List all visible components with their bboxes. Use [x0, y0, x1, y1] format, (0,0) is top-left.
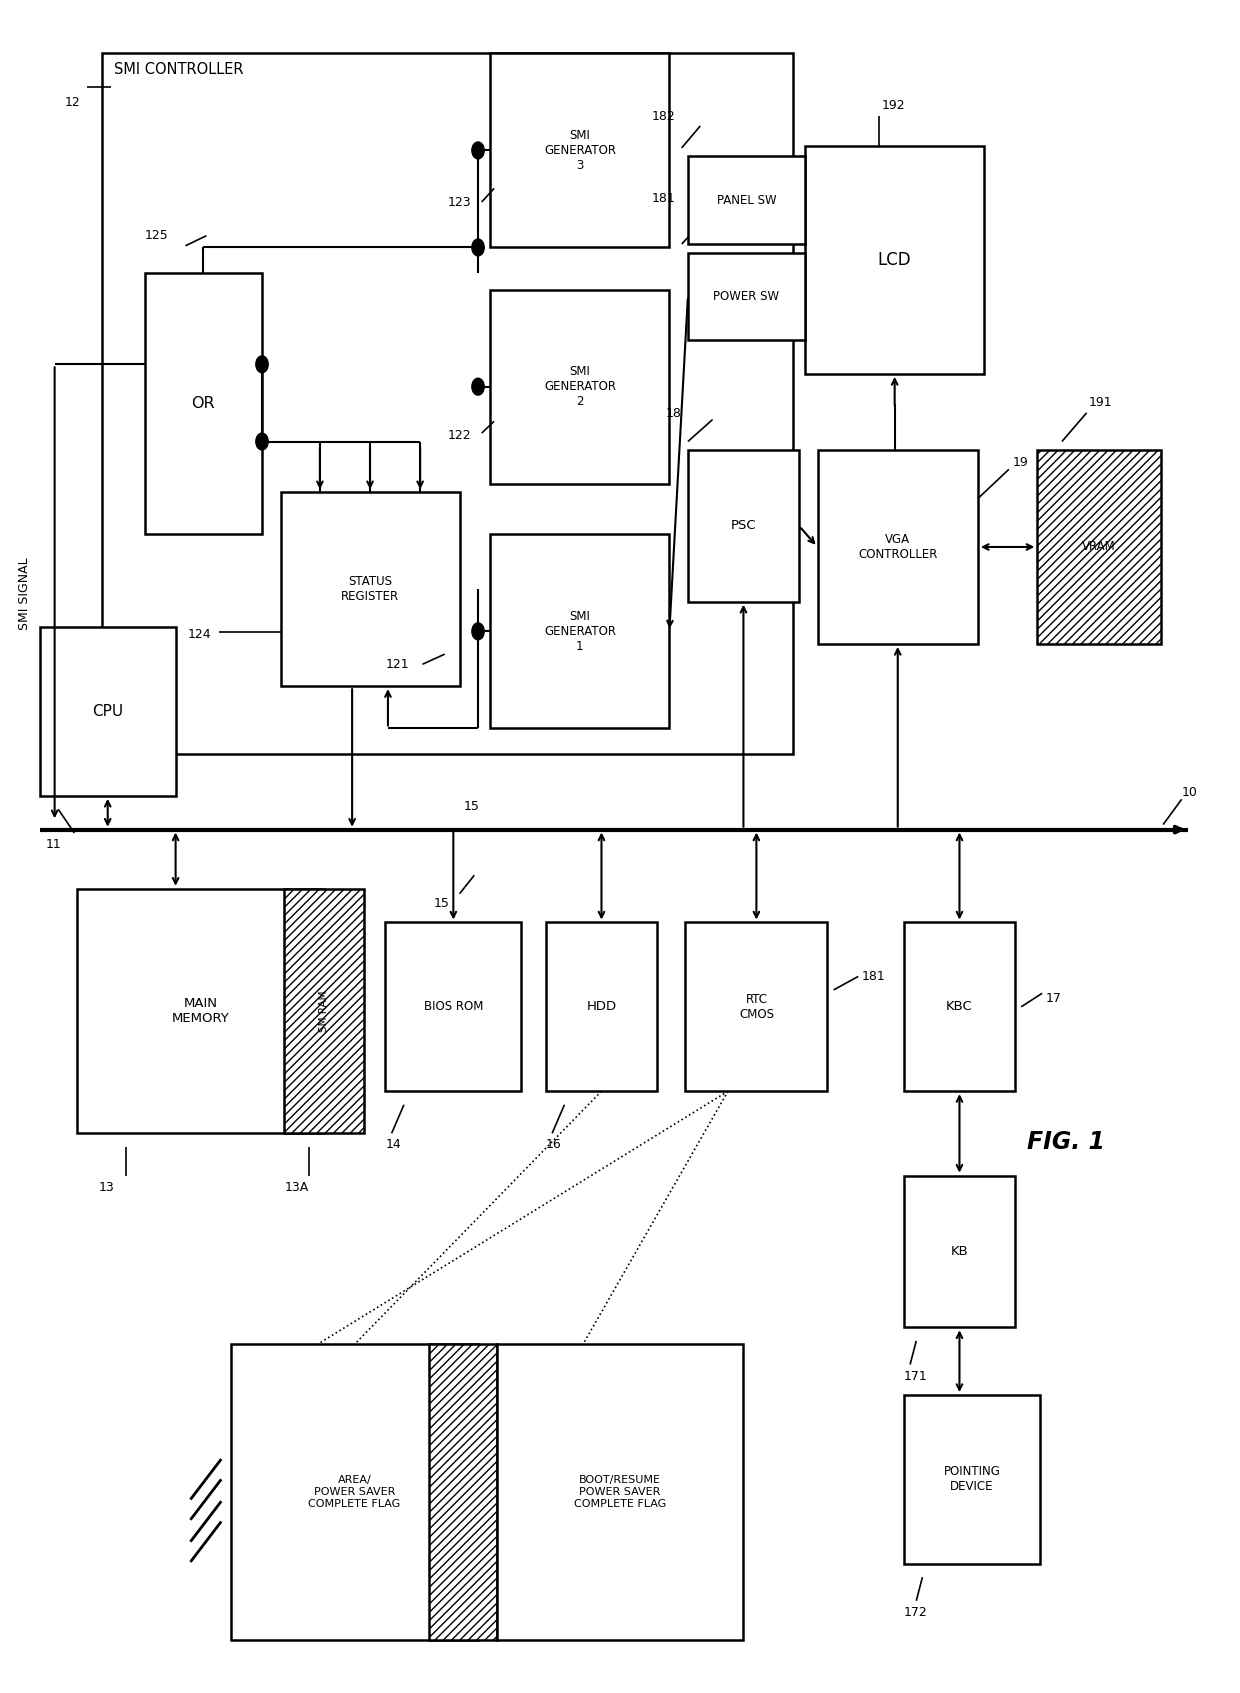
- Text: 15: 15: [464, 799, 479, 813]
- Bar: [904, 1395, 1039, 1564]
- Text: 10: 10: [1182, 786, 1198, 799]
- Text: 124: 124: [188, 628, 212, 640]
- Text: 12: 12: [64, 95, 81, 108]
- Text: 192: 192: [882, 100, 905, 112]
- Text: SMI SIGNAL: SMI SIGNAL: [19, 557, 31, 630]
- Text: 15: 15: [434, 897, 450, 911]
- Text: VGA
CONTROLLER: VGA CONTROLLER: [858, 533, 937, 560]
- Text: LCD: LCD: [878, 251, 911, 269]
- Bar: [490, 290, 670, 484]
- Bar: [490, 54, 670, 247]
- Text: AREA/
POWER SAVER
COMPLETE FLAG: AREA/ POWER SAVER COMPLETE FLAG: [309, 1475, 401, 1508]
- Text: 181: 181: [862, 970, 885, 984]
- Text: POWER SW: POWER SW: [713, 290, 780, 303]
- Circle shape: [472, 623, 484, 640]
- Text: BOOT/RESUME
POWER SAVER
COMPLETE FLAG: BOOT/RESUME POWER SAVER COMPLETE FLAG: [574, 1475, 666, 1508]
- Text: 11: 11: [46, 838, 62, 852]
- Bar: [102, 54, 792, 753]
- Circle shape: [472, 239, 484, 256]
- Text: 122: 122: [448, 428, 471, 442]
- Text: BIOS ROM: BIOS ROM: [424, 1001, 484, 1014]
- Circle shape: [255, 356, 268, 372]
- Bar: [40, 626, 176, 796]
- Text: 13A: 13A: [284, 1180, 309, 1194]
- Bar: [688, 450, 799, 601]
- Text: 191: 191: [1089, 396, 1112, 410]
- Text: 18: 18: [666, 406, 682, 420]
- Text: SM RAM: SM RAM: [320, 990, 330, 1031]
- Text: MAIN
MEMORY: MAIN MEMORY: [171, 997, 229, 1024]
- Text: SMI
GENERATOR
3: SMI GENERATOR 3: [544, 129, 616, 173]
- Bar: [688, 252, 805, 340]
- Text: 19: 19: [1013, 457, 1028, 469]
- Text: SMI
GENERATOR
1: SMI GENERATOR 1: [544, 609, 616, 653]
- Bar: [496, 1344, 744, 1639]
- Bar: [284, 889, 365, 1133]
- Circle shape: [472, 378, 484, 394]
- Text: FIG. 1: FIG. 1: [1028, 1129, 1105, 1155]
- Bar: [429, 1344, 496, 1639]
- Bar: [77, 889, 324, 1133]
- Text: PSC: PSC: [730, 520, 756, 532]
- Text: 123: 123: [448, 196, 471, 208]
- Text: PANEL SW: PANEL SW: [717, 193, 776, 207]
- Text: 14: 14: [386, 1138, 402, 1151]
- Text: VRAM: VRAM: [1083, 540, 1116, 554]
- Bar: [817, 450, 978, 643]
- Text: 182: 182: [652, 110, 676, 122]
- Bar: [231, 1344, 479, 1639]
- Bar: [688, 156, 805, 244]
- Text: 16: 16: [546, 1138, 562, 1151]
- Text: KB: KB: [951, 1244, 968, 1258]
- Bar: [1037, 450, 1161, 643]
- Bar: [686, 923, 827, 1092]
- Text: HDD: HDD: [587, 1001, 616, 1014]
- Text: 125: 125: [145, 229, 169, 242]
- Text: 172: 172: [904, 1607, 928, 1619]
- Text: CPU: CPU: [92, 704, 123, 720]
- Bar: [386, 923, 521, 1092]
- Bar: [805, 146, 985, 374]
- Text: STATUS
REGISTER: STATUS REGISTER: [341, 576, 399, 603]
- Bar: [145, 273, 262, 535]
- Circle shape: [255, 433, 268, 450]
- Text: OR: OR: [191, 396, 216, 411]
- Text: SMI
GENERATOR
2: SMI GENERATOR 2: [544, 366, 616, 408]
- Text: 13: 13: [99, 1180, 115, 1194]
- Circle shape: [472, 142, 484, 159]
- Bar: [904, 1175, 1016, 1327]
- Bar: [280, 493, 460, 686]
- Bar: [904, 923, 1016, 1092]
- Text: POINTING
DEVICE: POINTING DEVICE: [944, 1466, 1001, 1493]
- Text: SMI CONTROLLER: SMI CONTROLLER: [114, 63, 243, 76]
- Bar: [490, 535, 670, 728]
- Text: 181: 181: [652, 193, 676, 205]
- Text: 17: 17: [1045, 992, 1061, 1006]
- Text: KBC: KBC: [946, 1001, 973, 1014]
- Text: RTC
CMOS: RTC CMOS: [739, 992, 774, 1021]
- Text: 171: 171: [904, 1370, 928, 1383]
- Text: 121: 121: [386, 659, 409, 670]
- Bar: [546, 923, 657, 1092]
